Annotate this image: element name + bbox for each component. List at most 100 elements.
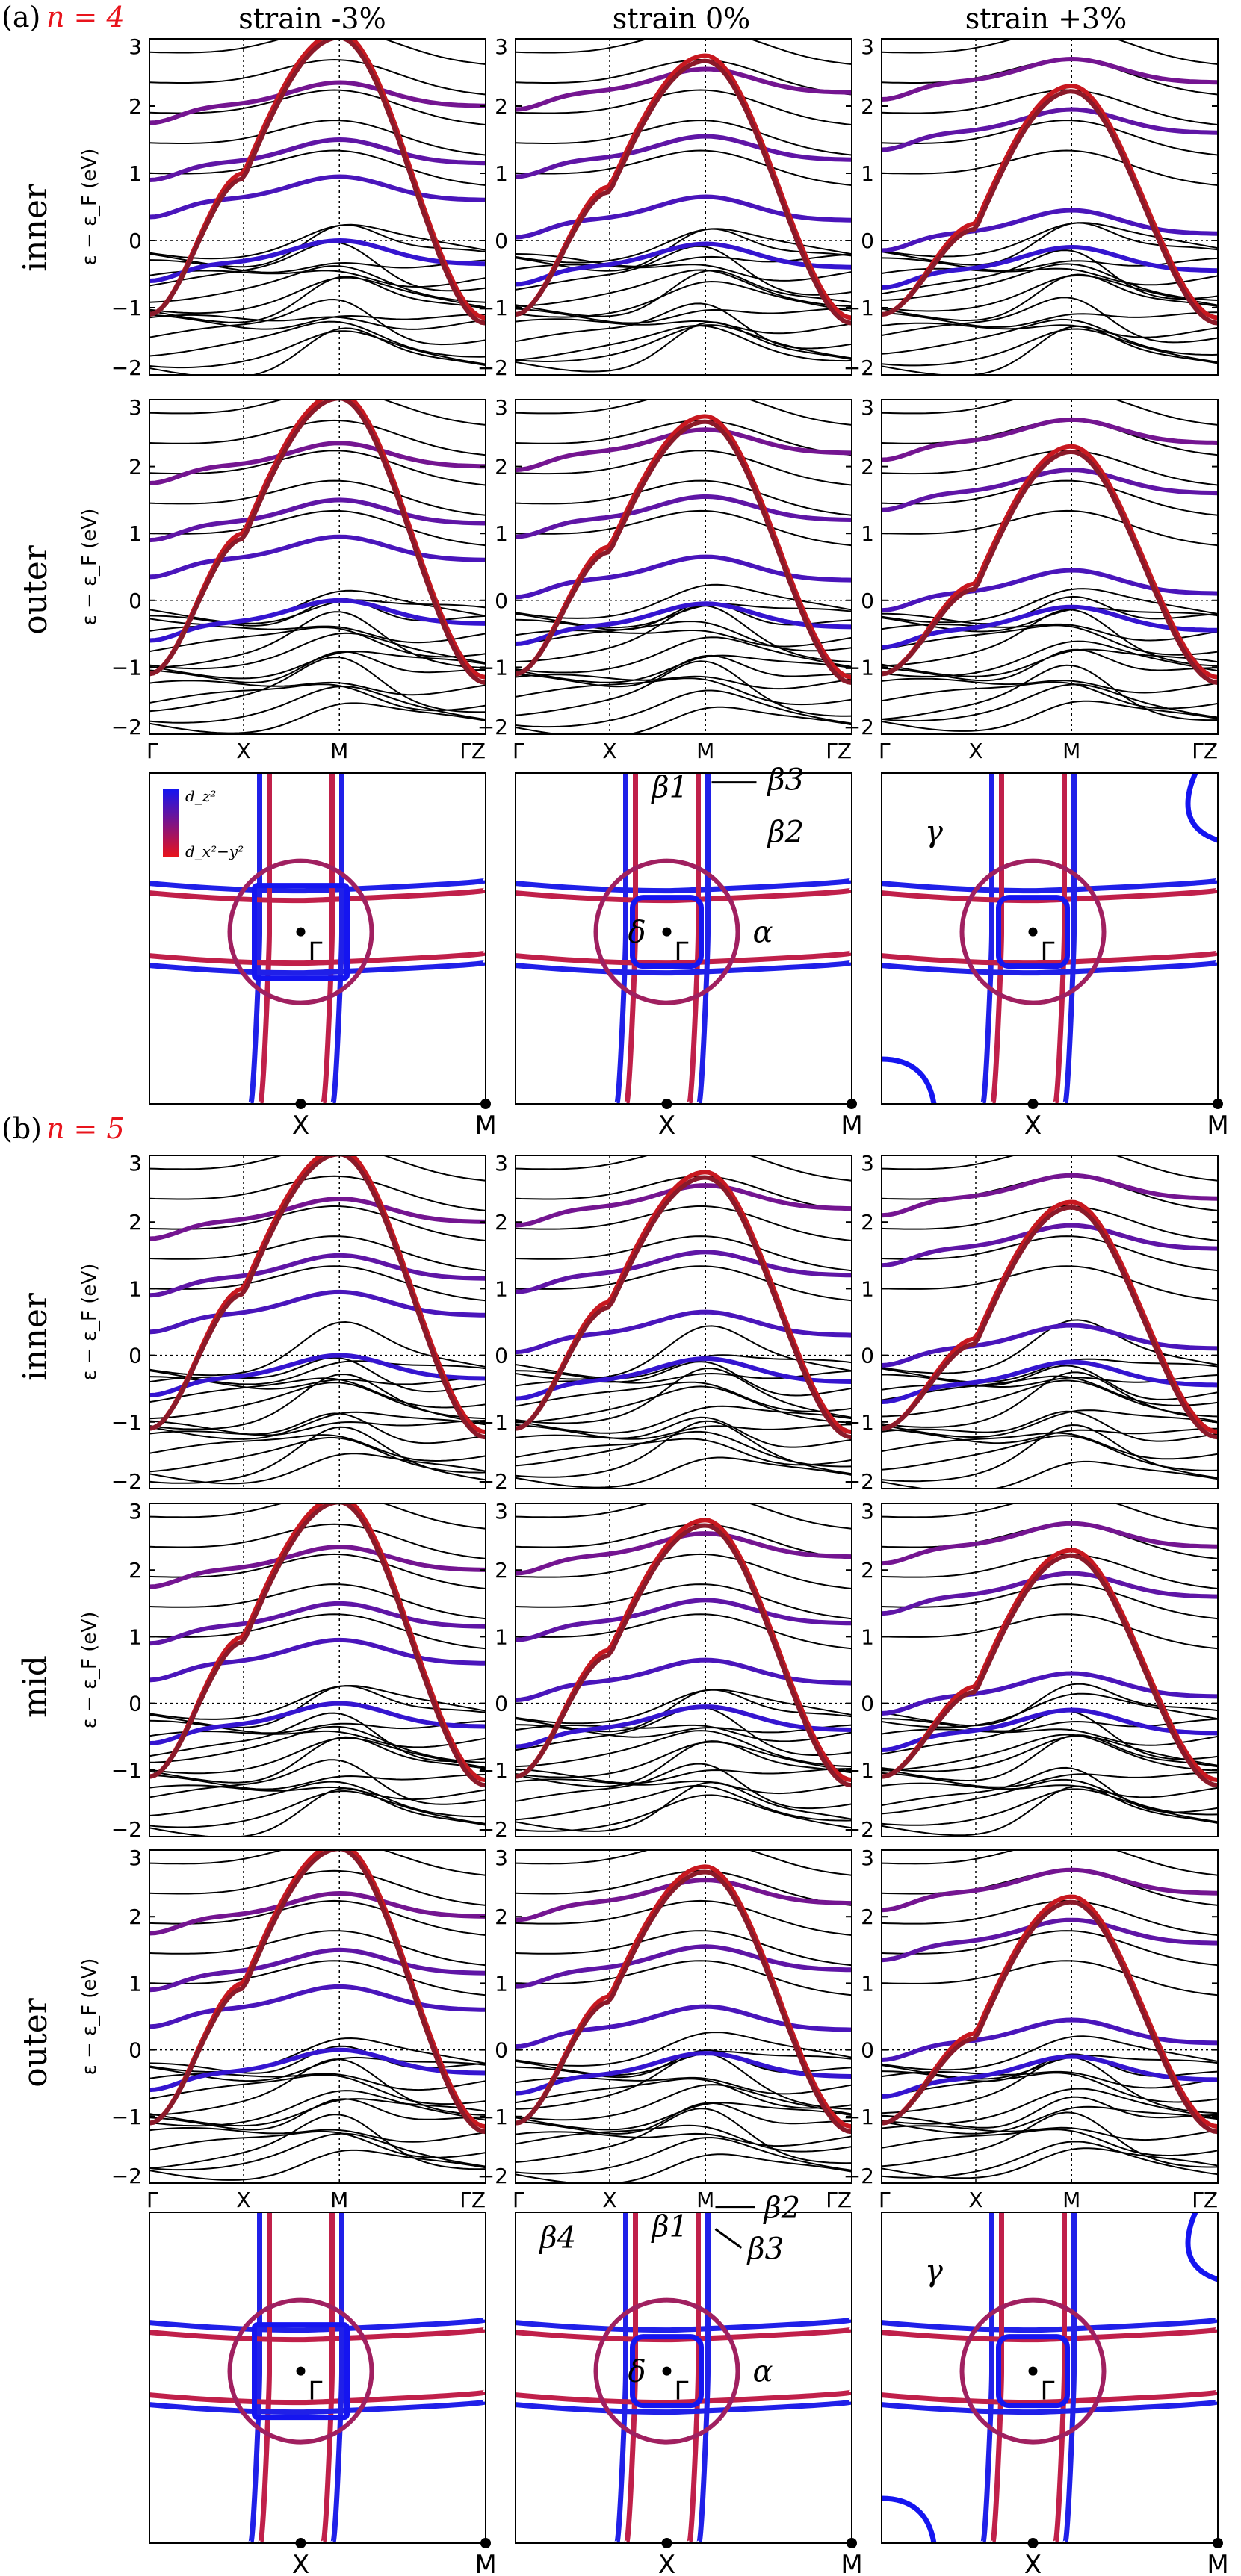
background-band [516,1265,852,1302]
background-band [516,321,852,373]
dx2y2-band [882,1553,1218,1788]
background-band [149,224,486,268]
background-band [882,58,1218,96]
dx2y2-band [149,400,486,685]
dz2-band [516,1704,852,1749]
y-tick-label: −2 [477,715,508,739]
dz2-band [882,2017,1218,2062]
colorbar-top-label: d_z² [185,787,216,805]
background-band [882,1432,1218,1460]
gamma-label: Γ [1041,2377,1055,2406]
background-band [149,1960,486,1996]
background-band [149,419,486,456]
y-tick-label: 0 [129,589,142,613]
k-point-label: X [236,2188,250,2212]
y-tick-label: 3 [129,1151,142,1176]
band-panel-b-inner-col1: −2 −1 0 1 2 3 ε − ε_F (eV) [78,1151,486,1494]
background-band [516,324,852,362]
background-band [882,1785,1218,1837]
gamma-label: Γ [309,2377,323,2406]
background-band [149,223,486,260]
row-label-a-outer: outer [16,544,55,635]
y-tick-label: 2 [495,1905,508,1929]
background-band [882,1778,1218,1816]
band-panels: −2 −1 0 1 2 3 ε − ε_F (eV) −2 −1 0 1 2 3 −2 −1 0 1 2 3 −2 −1… [78,34,1219,2212]
background-band [516,706,852,734]
y-tick-label: 3 [495,395,508,420]
column-title-3: strain +3% [965,2,1127,35]
band-lines [516,1850,852,2183]
dz2-band [149,1544,486,1589]
dx2y2-band [882,1199,1218,1435]
fs-horizontal-sheet [516,2389,852,2406]
background-band [882,664,1218,721]
background-band [516,1960,852,1996]
background-band [882,1235,1218,1272]
dz2-band [149,1353,486,1398]
background-band [149,2130,486,2158]
background-band [149,1434,486,1462]
band-lines [516,400,852,734]
background-band [149,276,486,314]
background-band [149,1503,486,1530]
band-lines [516,1155,852,1489]
background-band [516,1381,852,1412]
m-point-label: M [841,1111,862,1140]
dz2-band [149,2047,486,2093]
background-band [882,1782,1218,1798]
gamma-pocket-label: γ [925,2254,943,2288]
fs-horizontal-sheet [149,2389,486,2406]
y-tick-label: 2 [861,1558,874,1583]
background-band [882,624,1218,656]
plot-frame [515,399,852,735]
background-band [516,1778,852,1795]
background-band [149,1869,486,1906]
panel-b-n-label: n = 5 [46,1112,125,1145]
y-tick-label: −2 [844,1817,874,1842]
background-band [516,1730,852,1768]
background-band [882,2111,1218,2168]
background-band [149,509,486,547]
background-band [149,702,486,734]
background-band [516,318,852,335]
fs-vertical-sheet [258,773,273,1104]
dx2y2-band [882,444,1218,680]
x-point-marker [295,1099,306,1109]
fs-vertical-sheet [614,773,629,1104]
gamma-point [662,927,672,937]
background-band [149,1730,486,1748]
fs-vertical-sheet [624,2212,639,2543]
background-band [516,2108,852,2164]
dz2-band [516,601,852,646]
background-band [516,630,852,648]
fs-horizontal-sheet [882,960,1218,976]
x-point-marker [1027,1099,1039,1109]
row-label-b-mid: mid [16,1655,55,1718]
background-band [149,656,486,713]
y-tick-label: 2 [861,94,874,119]
y-tick-label: −2 [111,1817,142,1842]
background-band [516,2050,852,2076]
fs-vertical-sheet [687,2212,702,2543]
background-band [149,1235,486,1272]
background-band [149,1175,486,1211]
y-tick-label: 1 [495,1971,508,1996]
dz2-band [149,534,486,580]
y-tick-label: 2 [129,94,142,119]
fs-alpha-pocket [959,2297,1107,2445]
fermi-surface-panels: Γ X Md_z² d_x²−y² Γ X Mδ α β1 β3 β2 Γ X Mγ Γ X M Γ X Mδ α β1 β… [149,763,1229,2576]
k-point-label: X [968,2188,982,2212]
k-point-label: ΓZ [826,739,852,763]
x-point-marker [295,2538,306,2548]
background-band [516,2078,852,2109]
background-band [882,640,1218,677]
background-band [149,2132,486,2171]
background-band [149,599,486,624]
dx2y2-band [149,400,486,680]
background-band [516,1930,852,1967]
y-tick-label: 1 [129,1276,142,1301]
fs-horizontal-sheet [149,2327,486,2343]
band-panel-a-inner-col3: −2 −1 0 1 2 3 [844,34,1219,380]
band-panel-a-inner-col1: −2 −1 0 1 2 3 ε − ε_F (eV) [78,34,486,380]
dz2-band [149,1637,486,1683]
